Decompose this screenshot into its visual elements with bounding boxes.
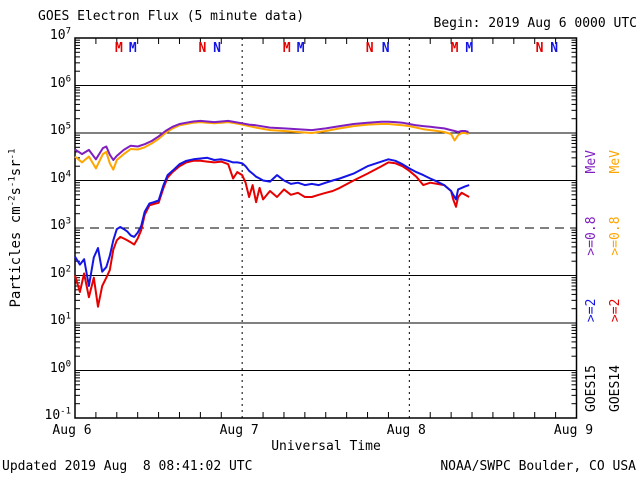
source-credit: NOAA/SWPC Boulder, CO USA	[440, 459, 636, 474]
legend-goes15-label: GOES15	[583, 365, 599, 412]
midnight-marker: M	[296, 41, 305, 56]
noon-marker: N	[198, 41, 207, 56]
legend-goes14-label: GOES14	[607, 365, 623, 412]
noon-marker: N	[550, 41, 559, 56]
series-goes14-0-8-mev	[74, 121, 469, 171]
noon-marker: N	[381, 41, 390, 56]
noon-marker: N	[365, 41, 374, 56]
y-tick-label-1e2: 102	[49, 264, 71, 281]
y-tick-label-1e6: 106	[49, 74, 71, 91]
noon-marker: N	[535, 41, 544, 56]
legend-goes14-ge08-label: >=0.8	[607, 216, 623, 256]
midnight-marker: M	[282, 41, 291, 56]
midnight-marker: M	[465, 41, 474, 56]
legend-goes14-mev-label: MeV	[607, 150, 623, 174]
midnight-marker: M	[128, 41, 137, 56]
y-tick-label-1e7: 107	[49, 26, 71, 43]
y-tick-label-1e4: 104	[49, 169, 71, 186]
midnight-marker: M	[450, 41, 459, 56]
x-axis-label: Universal Time	[271, 439, 381, 454]
series-goes15-0-8-mev	[74, 119, 469, 161]
plot-frame	[74, 37, 578, 419]
x-tick-label-aug-7: Aug 7	[219, 423, 259, 438]
y-tick-label-1e1: 101	[49, 311, 71, 328]
x-tick-label-aug-8: Aug 8	[386, 423, 426, 438]
y-tick-label-1e-1: 10-1	[44, 406, 72, 423]
page-title: GOES Electron Flux (5 minute data)	[38, 9, 305, 24]
y-tick-label-1e0: 100	[49, 359, 71, 376]
noon-marker: N	[213, 41, 221, 56]
legend-goes14-ge2-label: >=2	[607, 298, 623, 323]
midnight-marker: M	[114, 41, 123, 56]
y-tick-label-1e3: 103	[49, 216, 71, 233]
y-tick-label-1e5: 105	[49, 121, 71, 138]
legend-goes15-mev-label: MeV	[583, 150, 599, 174]
legend-goes15-ge2-label: >=2	[583, 298, 599, 323]
legend-goes15-column: GOES15 >=2 >=0.8 MeV	[582, 150, 600, 412]
begin-label: Begin: 2019 Aug 6 0000 UTC	[433, 16, 638, 31]
x-tick-label-aug-9: Aug 9	[553, 423, 594, 438]
series-goes14-2-mev	[74, 159, 470, 308]
series-goes15-2-mev	[74, 156, 470, 287]
legend-goes14-column: GOES14 >=2 >=0.8 MeV	[606, 150, 624, 412]
x-tick-label-aug-6: Aug 6	[52, 423, 92, 438]
legend-goes15-ge08-label: >=0.8	[583, 216, 599, 256]
updated-timestamp: Updated 2019 Aug 8 08:41:02 UTC	[2, 459, 253, 474]
